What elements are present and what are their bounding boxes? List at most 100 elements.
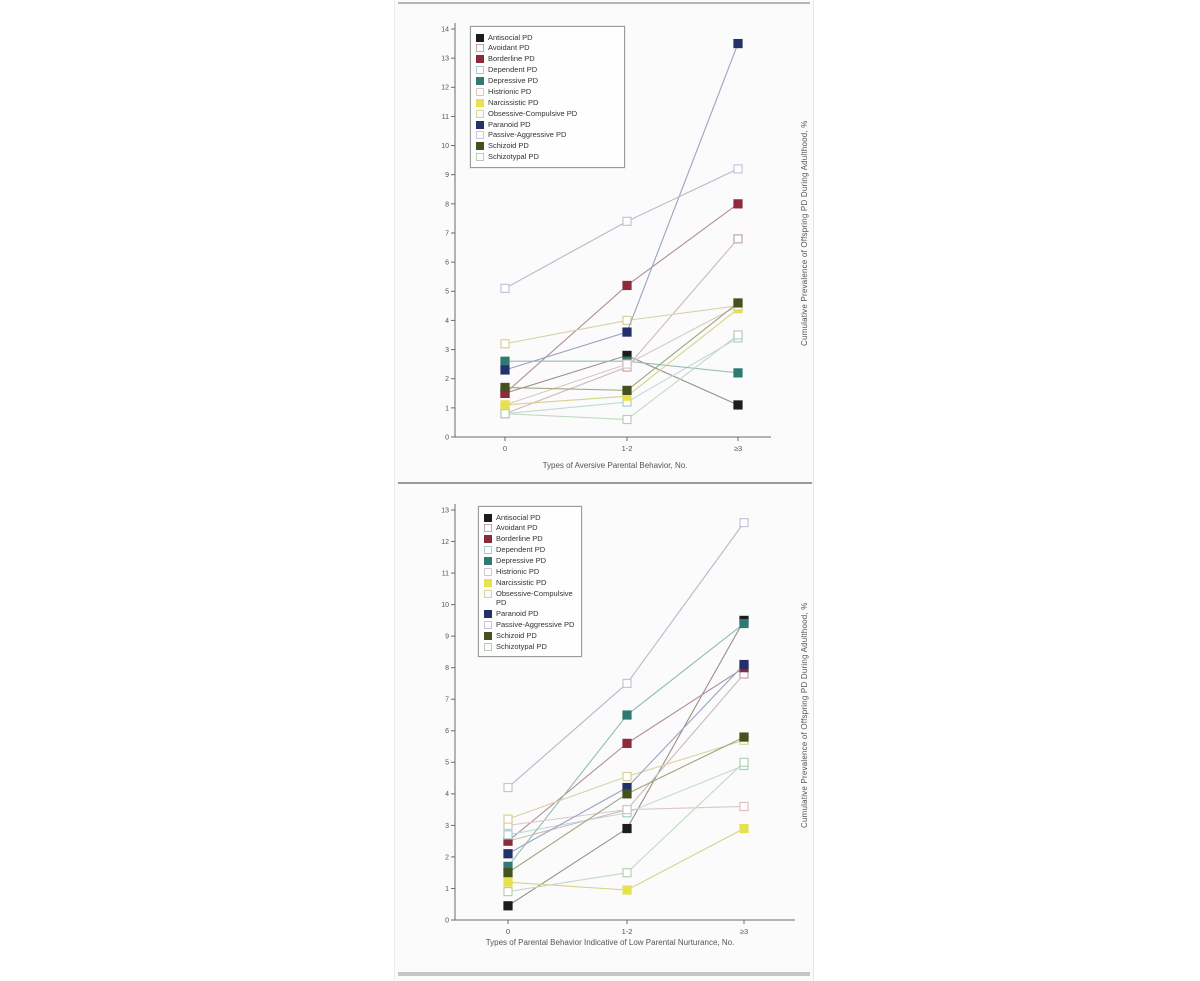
x-tick-label: ≥3 [740,927,748,936]
legend-item-label: Dependent PD [496,545,546,555]
legend-marker-schizotypal-pd-icon [484,642,492,651]
y-tick-label: 4 [445,318,449,325]
legend-marker-schizotypal-pd-icon [476,153,484,162]
legend-panel-a: Antisocial PD Avoidant PD Borderline PD Dep… [470,26,625,168]
y-tick-label: 6 [445,260,449,267]
x-tick-label: 1-2 [622,444,633,453]
legend-marker-borderline-pd-icon [484,535,492,544]
legend-item-label: Schizotypal PD [488,152,539,162]
legend-item-label: Schizoid PD [496,630,537,640]
legend-item-label: Narcissistic PD [488,97,539,107]
y-tick-label: 9 [445,634,449,641]
legend-item-label: Borderline PD [488,54,535,64]
series-marker-borderline-pd [622,738,632,748]
legend-item-narcissistic-pd: Narcissistic PD [484,578,576,587]
series-marker-paranoid-pd [733,38,743,49]
legend-item-paranoid-pd: Paranoid PD [476,120,619,129]
legend-item-paranoid-pd: Paranoid PD [484,609,576,618]
series-marker-passive-aggressive-pd [622,678,632,689]
figure-top-rule [398,2,810,4]
y-tick-label: 6 [445,728,449,735]
series-marker-passive-aggressive-pd [503,782,513,793]
legend-item-antisocial-pd: Antisocial PD [484,513,576,522]
legend-marker-paranoid-pd-icon [484,609,492,618]
series-marker-passive-aggressive-pd [622,216,632,226]
y-tick-label: 1 [445,886,449,893]
legend-item-passive-aggressive-pd: Passive-Aggressive PD [476,130,619,140]
series-marker-paranoid-pd [622,327,632,337]
series-marker-passive-aggressive-pd [733,164,743,174]
legend-item-depressive-pd: Depressive PD [476,76,619,85]
legend-item-label: Obsessive-Compulsive PD [488,108,578,118]
legend-marker-dependent-pd-icon [476,66,484,75]
legend-item-borderline-pd: Borderline PD [484,534,576,544]
legend-item-label: Histrionic PD [488,86,532,96]
legend-item-label: Obsessive-Compulsive PD [496,588,573,607]
legend-marker-depressive-pd-icon [484,557,492,565]
legend-marker-histrionic-pd-icon [484,567,492,576]
y-tick-label: 7 [445,230,449,237]
legend-marker-avoidant-pd-icon [484,524,492,533]
x-axis-label: Types of Parental Behavior Indicative of… [485,938,735,947]
legend-item-label: Schizoid PD [488,141,529,151]
series-marker-borderline-pd [733,199,743,209]
series-line-passive-aggressive-pd [504,168,739,289]
legend-item-label: Depressive PD [488,76,539,85]
legend-item-obsessive-compulsive-pd: Obsessive-Compulsive PD [484,589,576,608]
y-tick-label: 2 [445,854,449,861]
legend-marker-antisocial-pd-icon [476,33,484,42]
legend-marker-depressive-pd-icon [476,77,484,85]
legend-marker-paranoid-pd-icon [476,120,484,129]
legend-marker-schizoid-pd-icon [476,142,484,151]
series-marker-schizotypal-pd [500,409,510,419]
legend-panel-b: Antisocial PD Avoidant PD Borderline PD Dep… [478,506,582,658]
legend-item-schizotypal-pd: Schizotypal PD [484,642,576,651]
series-line-antisocial-pd [507,620,745,907]
legend-item-label: Avoidant PD [488,43,530,53]
y-tick-label: 0 [445,434,449,441]
series-marker-antisocial-pd [733,400,743,410]
series-marker-schizotypal-pd [733,330,743,340]
legend-item-label: Borderline PD [496,534,543,544]
legend-item-label: Avoidant PD [496,523,538,533]
legend-item-schizoid-pd: Schizoid PD [476,141,619,151]
series-marker-avoidant-pd [733,234,743,244]
y-tick-label: 1 [445,405,449,412]
series-line-narcissistic-pd [507,828,745,891]
y-tick-label: 10 [441,143,449,150]
figure-bottom-rule [398,972,810,976]
y-tick-label: 13 [441,56,449,63]
legend-item-avoidant-pd: Avoidant PD [476,43,619,53]
series-marker-schizotypal-pd [503,887,513,897]
series-marker-schizotypal-pd [622,868,632,878]
legend-item-obsessive-compulsive-pd: Obsessive-Compulsive PD [476,109,619,118]
legend-item-label: Narcissistic PD [496,577,547,587]
series-marker-schizotypal-pd [622,414,632,425]
series-marker-paranoid-pd [503,849,513,859]
series-marker-passive-aggressive-pd [500,283,510,293]
y-tick-label: 5 [445,289,449,296]
series-marker-obsessive-compulsive-pd [500,339,510,349]
legend-item-label: Antisocial PD [488,32,533,42]
legend-marker-passive-aggressive-pd-icon [476,131,484,140]
y-tick-label: 10 [441,602,449,609]
x-axis-label: Types of Aversive Parental Behavior, No. [542,461,688,470]
legend-marker-avoidant-pd-icon [476,44,484,53]
y-tick-label: 8 [445,201,449,208]
series-marker-antisocial-pd [622,823,632,834]
legend-item-depressive-pd: Depressive PD [484,556,576,565]
x-tick-label: 1-2 [622,927,633,936]
legend-item-schizoid-pd: Schizoid PD [484,631,576,640]
y-tick-label: 11 [442,114,449,121]
series-line-schizoid-pd [504,302,739,391]
series-marker-schizoid-pd [622,385,632,395]
y-tick-label: 9 [445,172,449,179]
legend-item-label: Schizotypal PD [496,641,547,651]
chart-aversive-parental-behavior: Cumulative Prevalence of Offspring PD Du… [395,0,812,483]
legend-item-label: Histrionic PD [496,566,540,576]
series-marker-obsessive-compulsive-pd [503,814,513,824]
series-marker-schizoid-pd [503,868,513,878]
